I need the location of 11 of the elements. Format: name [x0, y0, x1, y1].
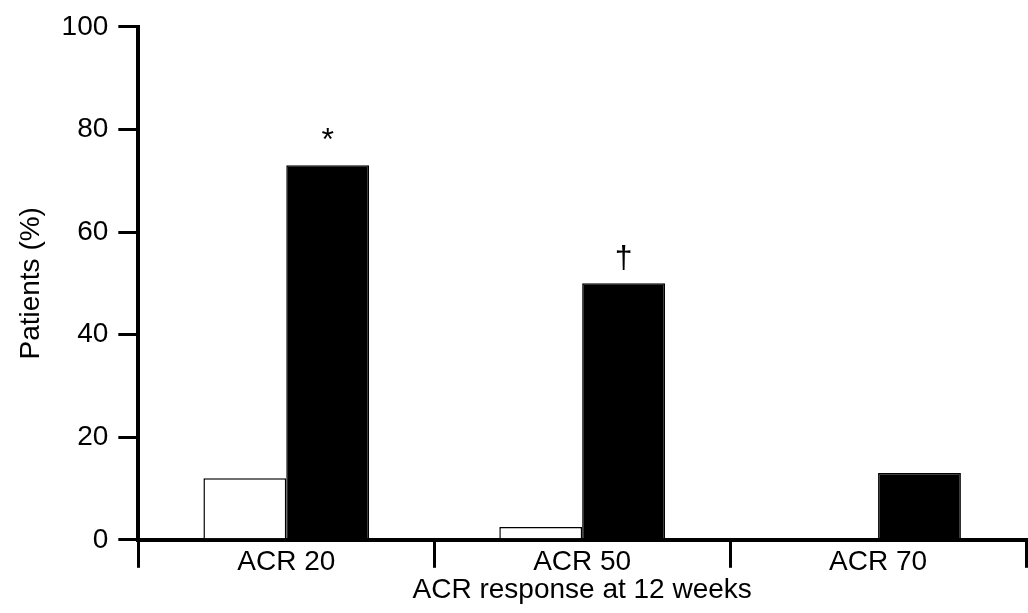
y-tick-label: 80	[77, 112, 109, 144]
x-tick-label: ACR 70	[829, 545, 928, 577]
y-axis-title: Patients (%)	[13, 207, 45, 360]
annotation: †	[614, 239, 633, 276]
y-tick-label: 20	[77, 419, 109, 451]
annotation: *	[321, 121, 334, 158]
y-tick-label: 100	[61, 9, 109, 41]
x-tick-label: ACR 20	[237, 545, 336, 577]
y-tick-label: 40	[77, 317, 109, 349]
y-tick-label: 0	[92, 522, 109, 554]
y-tick-label: 60	[77, 214, 109, 246]
